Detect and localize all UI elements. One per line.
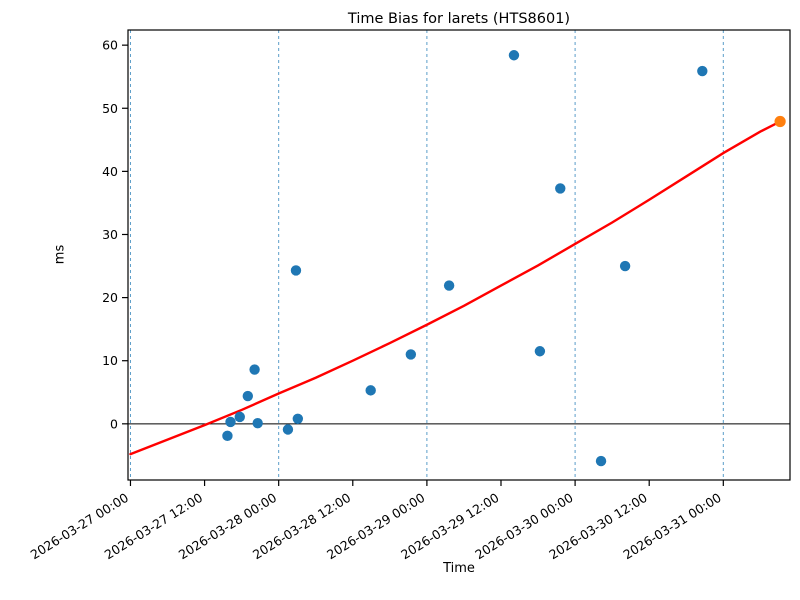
y-tick-label: 20 [102, 290, 118, 305]
prediction-point [774, 115, 786, 128]
scatter-point [282, 424, 294, 435]
x-axis-label: Time [443, 561, 475, 576]
scatter-point [252, 417, 263, 429]
scatter-point [234, 411, 245, 423]
scatter-point [222, 430, 233, 442]
scatter-point [365, 385, 376, 396]
y-tick-label: 0 [110, 416, 118, 431]
scatter-point [242, 390, 254, 402]
scatter-point [534, 346, 546, 357]
axes-spines [127, 29, 791, 481]
y-tick-label: 40 [102, 164, 118, 179]
y-tick-label: 10 [102, 353, 118, 368]
scatter-point [405, 349, 417, 360]
scatter-point [595, 455, 607, 467]
scatter-point [249, 364, 260, 375]
y-tick-label: 50 [102, 101, 118, 116]
scatter-point [555, 183, 566, 194]
scatter-point [697, 65, 708, 77]
scatter-point [292, 413, 304, 424]
chart-title: Time Bias for larets (HTS8601) [347, 11, 571, 27]
y-tick-label: 60 [102, 38, 118, 53]
scatter-point [508, 50, 520, 61]
scatter-point [443, 280, 455, 291]
y-tick-label: 30 [102, 227, 118, 242]
scatter-point [290, 265, 302, 276]
scatter-point [619, 260, 631, 272]
trend-line [129, 120, 782, 456]
scatter-point [225, 416, 236, 428]
